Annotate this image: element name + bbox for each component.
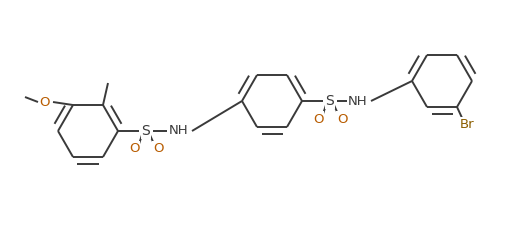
Text: S: S bbox=[325, 94, 334, 108]
Text: Br: Br bbox=[460, 119, 474, 131]
Text: O: O bbox=[129, 142, 139, 155]
Text: O: O bbox=[153, 142, 163, 155]
Text: O: O bbox=[337, 113, 347, 125]
Text: NH: NH bbox=[169, 124, 189, 137]
Text: NH: NH bbox=[348, 95, 368, 108]
Text: O: O bbox=[40, 96, 50, 109]
Text: O: O bbox=[313, 113, 323, 125]
Text: S: S bbox=[142, 124, 151, 138]
